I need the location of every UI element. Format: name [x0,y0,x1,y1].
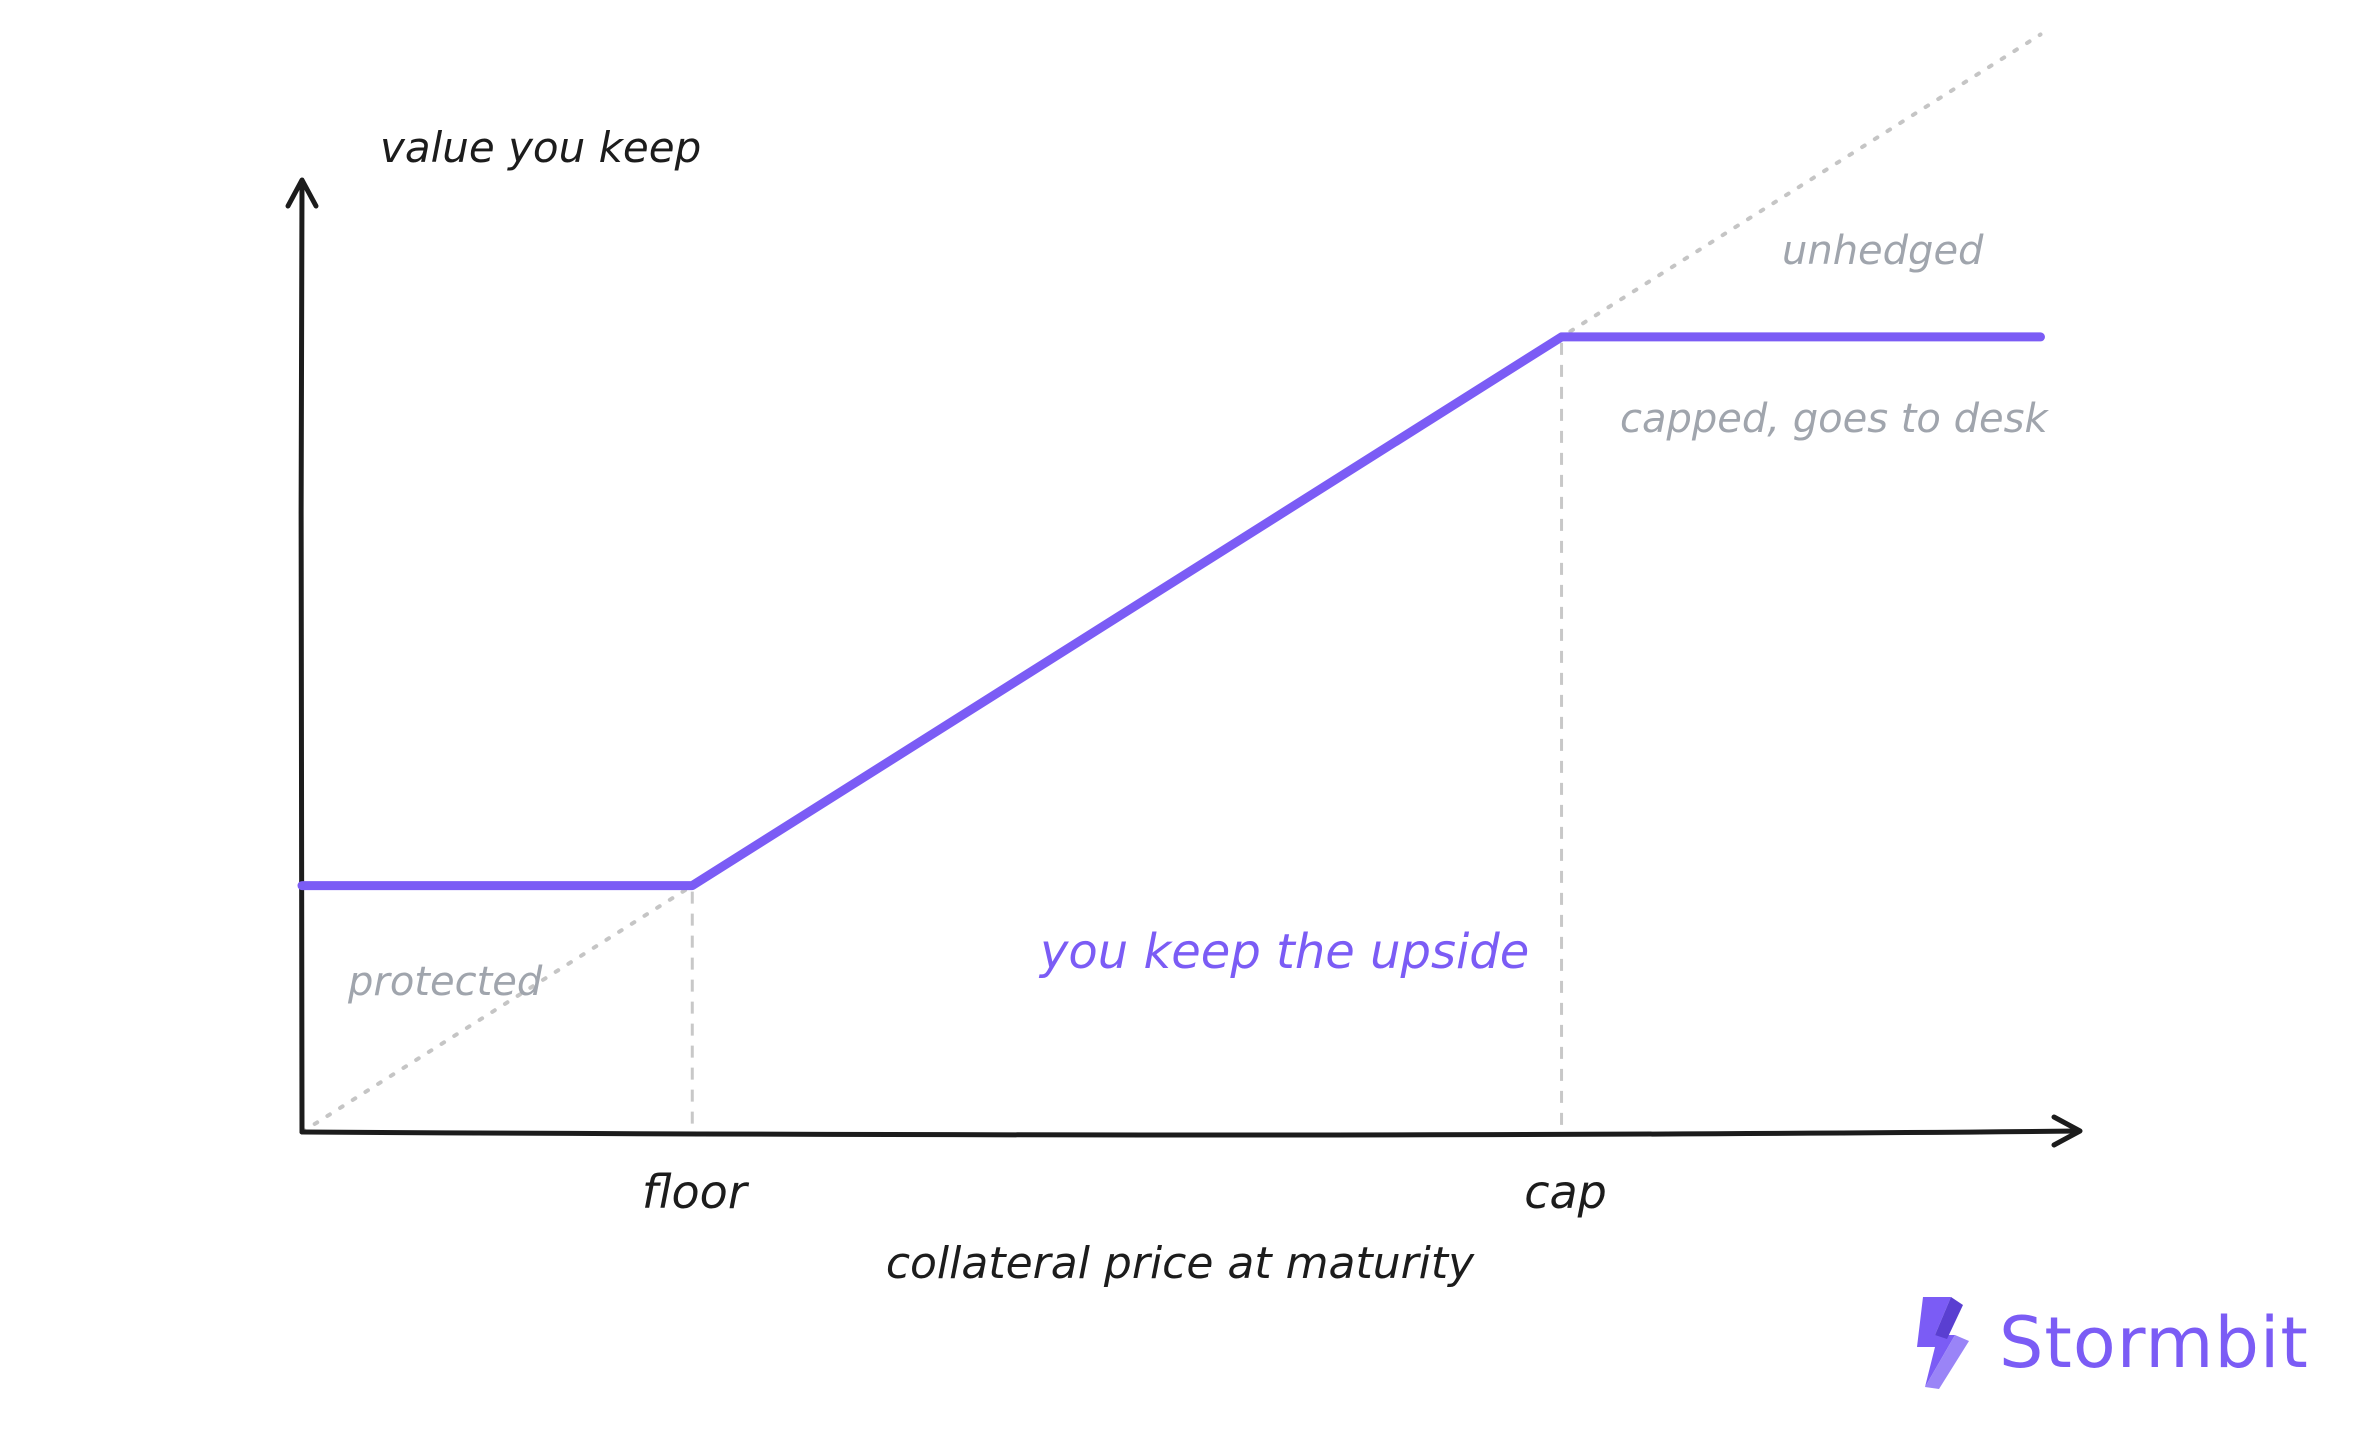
x-axis-label: collateral price at maturity [886,1238,1475,1289]
x-tick-label-floor: floor [642,1165,750,1219]
x-axis [299,1128,2081,1138]
y-axis-label: value you keep [380,123,701,172]
x-axis-arrowhead [2051,1114,2083,1148]
annotation-capped: capped, goes to desk [1620,396,2049,442]
brand-logo: Stormbit [1915,1295,2309,1390]
y-axis-arrowhead [285,177,319,209]
hedged-payoff-line [297,332,2045,891]
brand-name: Stormbit [1999,1301,2309,1384]
annotation-upside: you keep the upside [1038,924,1529,980]
y-axis [298,179,305,1135]
unhedged-reference-line [300,32,2043,1134]
annotation-unhedged: unhedged [1782,228,1984,274]
annotation-protected: protected [347,959,543,1005]
lightning-bolt-icon [1917,1297,1969,1389]
x-tick-label-cap: cap [1524,1165,1607,1219]
